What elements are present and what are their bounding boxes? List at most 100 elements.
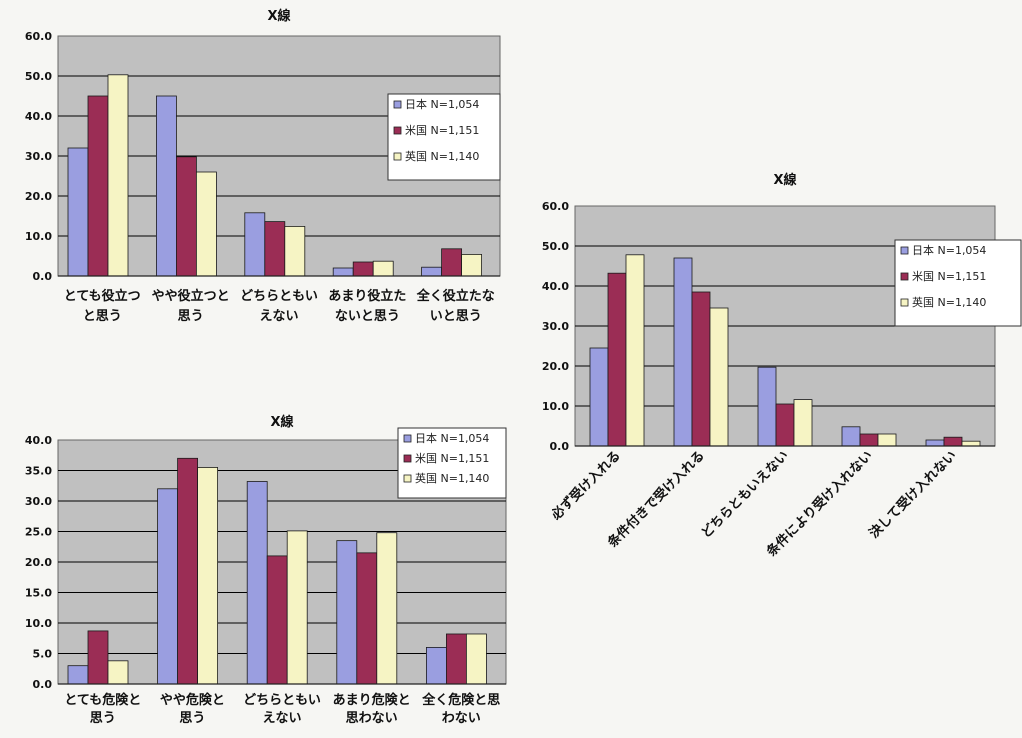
legend-entry: 日本 N=1,054 bbox=[912, 243, 986, 257]
y-tick-label: 0.0 bbox=[33, 678, 53, 691]
x-category-label: いと思う bbox=[430, 309, 482, 324]
bar-usa bbox=[352, 261, 374, 277]
bar-uk bbox=[961, 440, 981, 447]
bar-japan bbox=[673, 257, 693, 447]
y-tick-label: 20.0 bbox=[25, 190, 52, 203]
legend-swatch-japan bbox=[393, 100, 402, 109]
x-category-label: あまり危険と bbox=[333, 692, 411, 708]
y-tick-label: 60.0 bbox=[25, 30, 52, 43]
legend-swatch-japan bbox=[900, 246, 909, 255]
bar-japan bbox=[925, 439, 945, 447]
chart-x-ray-acceptance: X線 0.0 10.0 20.0 30.0 40.0 50.0 60.0 必ず受け入れる 条件付き… bbox=[510, 170, 1022, 590]
x-category-label: どちらともい bbox=[240, 289, 318, 304]
x-category-label: えない bbox=[259, 309, 298, 324]
bar-uk bbox=[625, 254, 645, 447]
chart-svg-danger: X線 0.0 5.0 10.0 15.0 20.0 25.0 30.0 35.0 40.0 とても危… bbox=[25, 414, 507, 726]
y-tick-label: 40.0 bbox=[25, 110, 52, 123]
bar-usa bbox=[943, 436, 963, 447]
bar-japan bbox=[841, 426, 861, 447]
bar-japan bbox=[155, 95, 177, 277]
y-tick-label: 20.0 bbox=[542, 360, 569, 373]
bar-japan bbox=[589, 347, 609, 447]
y-tick-label: 30.0 bbox=[542, 320, 569, 333]
y-tick-label: 20.0 bbox=[25, 556, 52, 569]
y-tick-label: 50.0 bbox=[542, 240, 569, 253]
bar-usa bbox=[441, 248, 463, 277]
legend-entry: 英国 N=1,140 bbox=[415, 471, 489, 485]
x-category-label: 条件付きで受け入れる bbox=[605, 448, 708, 551]
y-tick-label: 0.0 bbox=[550, 440, 570, 453]
bar-usa bbox=[775, 403, 795, 447]
legend-entry: 米国 N=1,151 bbox=[405, 124, 479, 137]
bar-uk bbox=[461, 253, 483, 277]
x-category-label: 思わない bbox=[346, 711, 398, 726]
bar-usa bbox=[87, 95, 109, 277]
legend-swatch-uk bbox=[393, 152, 402, 161]
bar-japan bbox=[244, 212, 266, 277]
bar-uk bbox=[877, 433, 897, 447]
bar-uk bbox=[107, 660, 129, 685]
x-category-label: 思う bbox=[90, 711, 116, 726]
legend-box bbox=[387, 93, 501, 181]
bar-uk bbox=[286, 530, 308, 685]
x-category-label: とても役立つ bbox=[64, 288, 141, 304]
legend-entry: 日本 N=1,054 bbox=[415, 431, 489, 445]
y-tick-label: 10.0 bbox=[25, 230, 52, 243]
bar-usa bbox=[266, 555, 288, 685]
bar-usa bbox=[175, 156, 197, 277]
legend-entry: 英国 N=1,140 bbox=[405, 149, 479, 163]
chart-svg-acceptance: X線 0.0 10.0 20.0 30.0 40.0 50.0 60.0 必ず受け入れる条件付き… bbox=[542, 172, 1022, 560]
legend-swatch-usa bbox=[900, 272, 909, 281]
y-tick-label: 50.0 bbox=[25, 70, 52, 83]
bar-usa bbox=[87, 630, 109, 685]
x-category-label: どちらともい bbox=[243, 693, 321, 708]
y-tick-label: 35.0 bbox=[25, 465, 52, 478]
x-category-label: あまり役立た bbox=[328, 288, 406, 304]
bar-usa bbox=[859, 433, 879, 447]
legend-swatch-uk bbox=[403, 474, 412, 483]
y-tick-label: 15.0 bbox=[25, 587, 52, 600]
bar-usa bbox=[356, 552, 378, 685]
x-category-label: 全く危険と思 bbox=[421, 692, 500, 708]
bar-uk bbox=[195, 171, 217, 277]
bar-uk bbox=[376, 532, 398, 685]
legend-box bbox=[397, 427, 507, 499]
y-tick-label: 40.0 bbox=[542, 280, 569, 293]
y-tick-label: 0.0 bbox=[33, 270, 53, 283]
bar-japan bbox=[157, 488, 179, 685]
y-tick-label: 60.0 bbox=[542, 200, 569, 213]
y-tick-label: 40.0 bbox=[25, 434, 52, 447]
x-category-label: 決して受け入れない bbox=[866, 448, 960, 542]
chart-title: X線 bbox=[267, 8, 291, 24]
chart-title: X線 bbox=[773, 172, 797, 188]
x-category-label: とても危険と bbox=[64, 692, 141, 708]
y-tick-label: 10.0 bbox=[25, 617, 52, 630]
bar-uk bbox=[793, 399, 813, 447]
x-category-label: ないと思う bbox=[335, 309, 400, 324]
x-category-label: わない bbox=[442, 711, 481, 726]
x-category-label: と思う bbox=[83, 309, 122, 324]
bar-usa bbox=[264, 221, 286, 277]
bar-japan bbox=[67, 665, 89, 685]
legend-swatch-uk bbox=[900, 298, 909, 307]
legend-entry: 米国 N=1,151 bbox=[912, 270, 986, 283]
bar-japan bbox=[421, 266, 443, 277]
legend-swatch-usa bbox=[393, 126, 402, 135]
bar-usa bbox=[445, 633, 467, 685]
bar-uk bbox=[465, 633, 487, 685]
bar-usa bbox=[607, 272, 627, 447]
x-category-label: やや役立つと bbox=[152, 288, 230, 304]
x-category-label: 思う bbox=[179, 711, 205, 726]
bar-japan bbox=[67, 147, 89, 277]
legend-swatch-japan bbox=[403, 434, 412, 443]
bar-japan bbox=[757, 366, 777, 447]
y-tick-label: 10.0 bbox=[542, 400, 569, 413]
legend-entry: 米国 N=1,151 bbox=[415, 452, 489, 465]
chart-x-ray-usefulness: X線 0.0 10.0 20.0 30.0 40.0 50.0 60.0 とても役立つ と思う やや… bbox=[0, 0, 510, 340]
bar-japan bbox=[332, 267, 354, 277]
bar-uk bbox=[284, 225, 306, 277]
legend-entry: 英国 N=1,140 bbox=[912, 295, 986, 309]
bar-japan bbox=[425, 646, 447, 685]
bar-uk bbox=[197, 467, 219, 685]
y-tick-label: 25.0 bbox=[25, 526, 52, 539]
